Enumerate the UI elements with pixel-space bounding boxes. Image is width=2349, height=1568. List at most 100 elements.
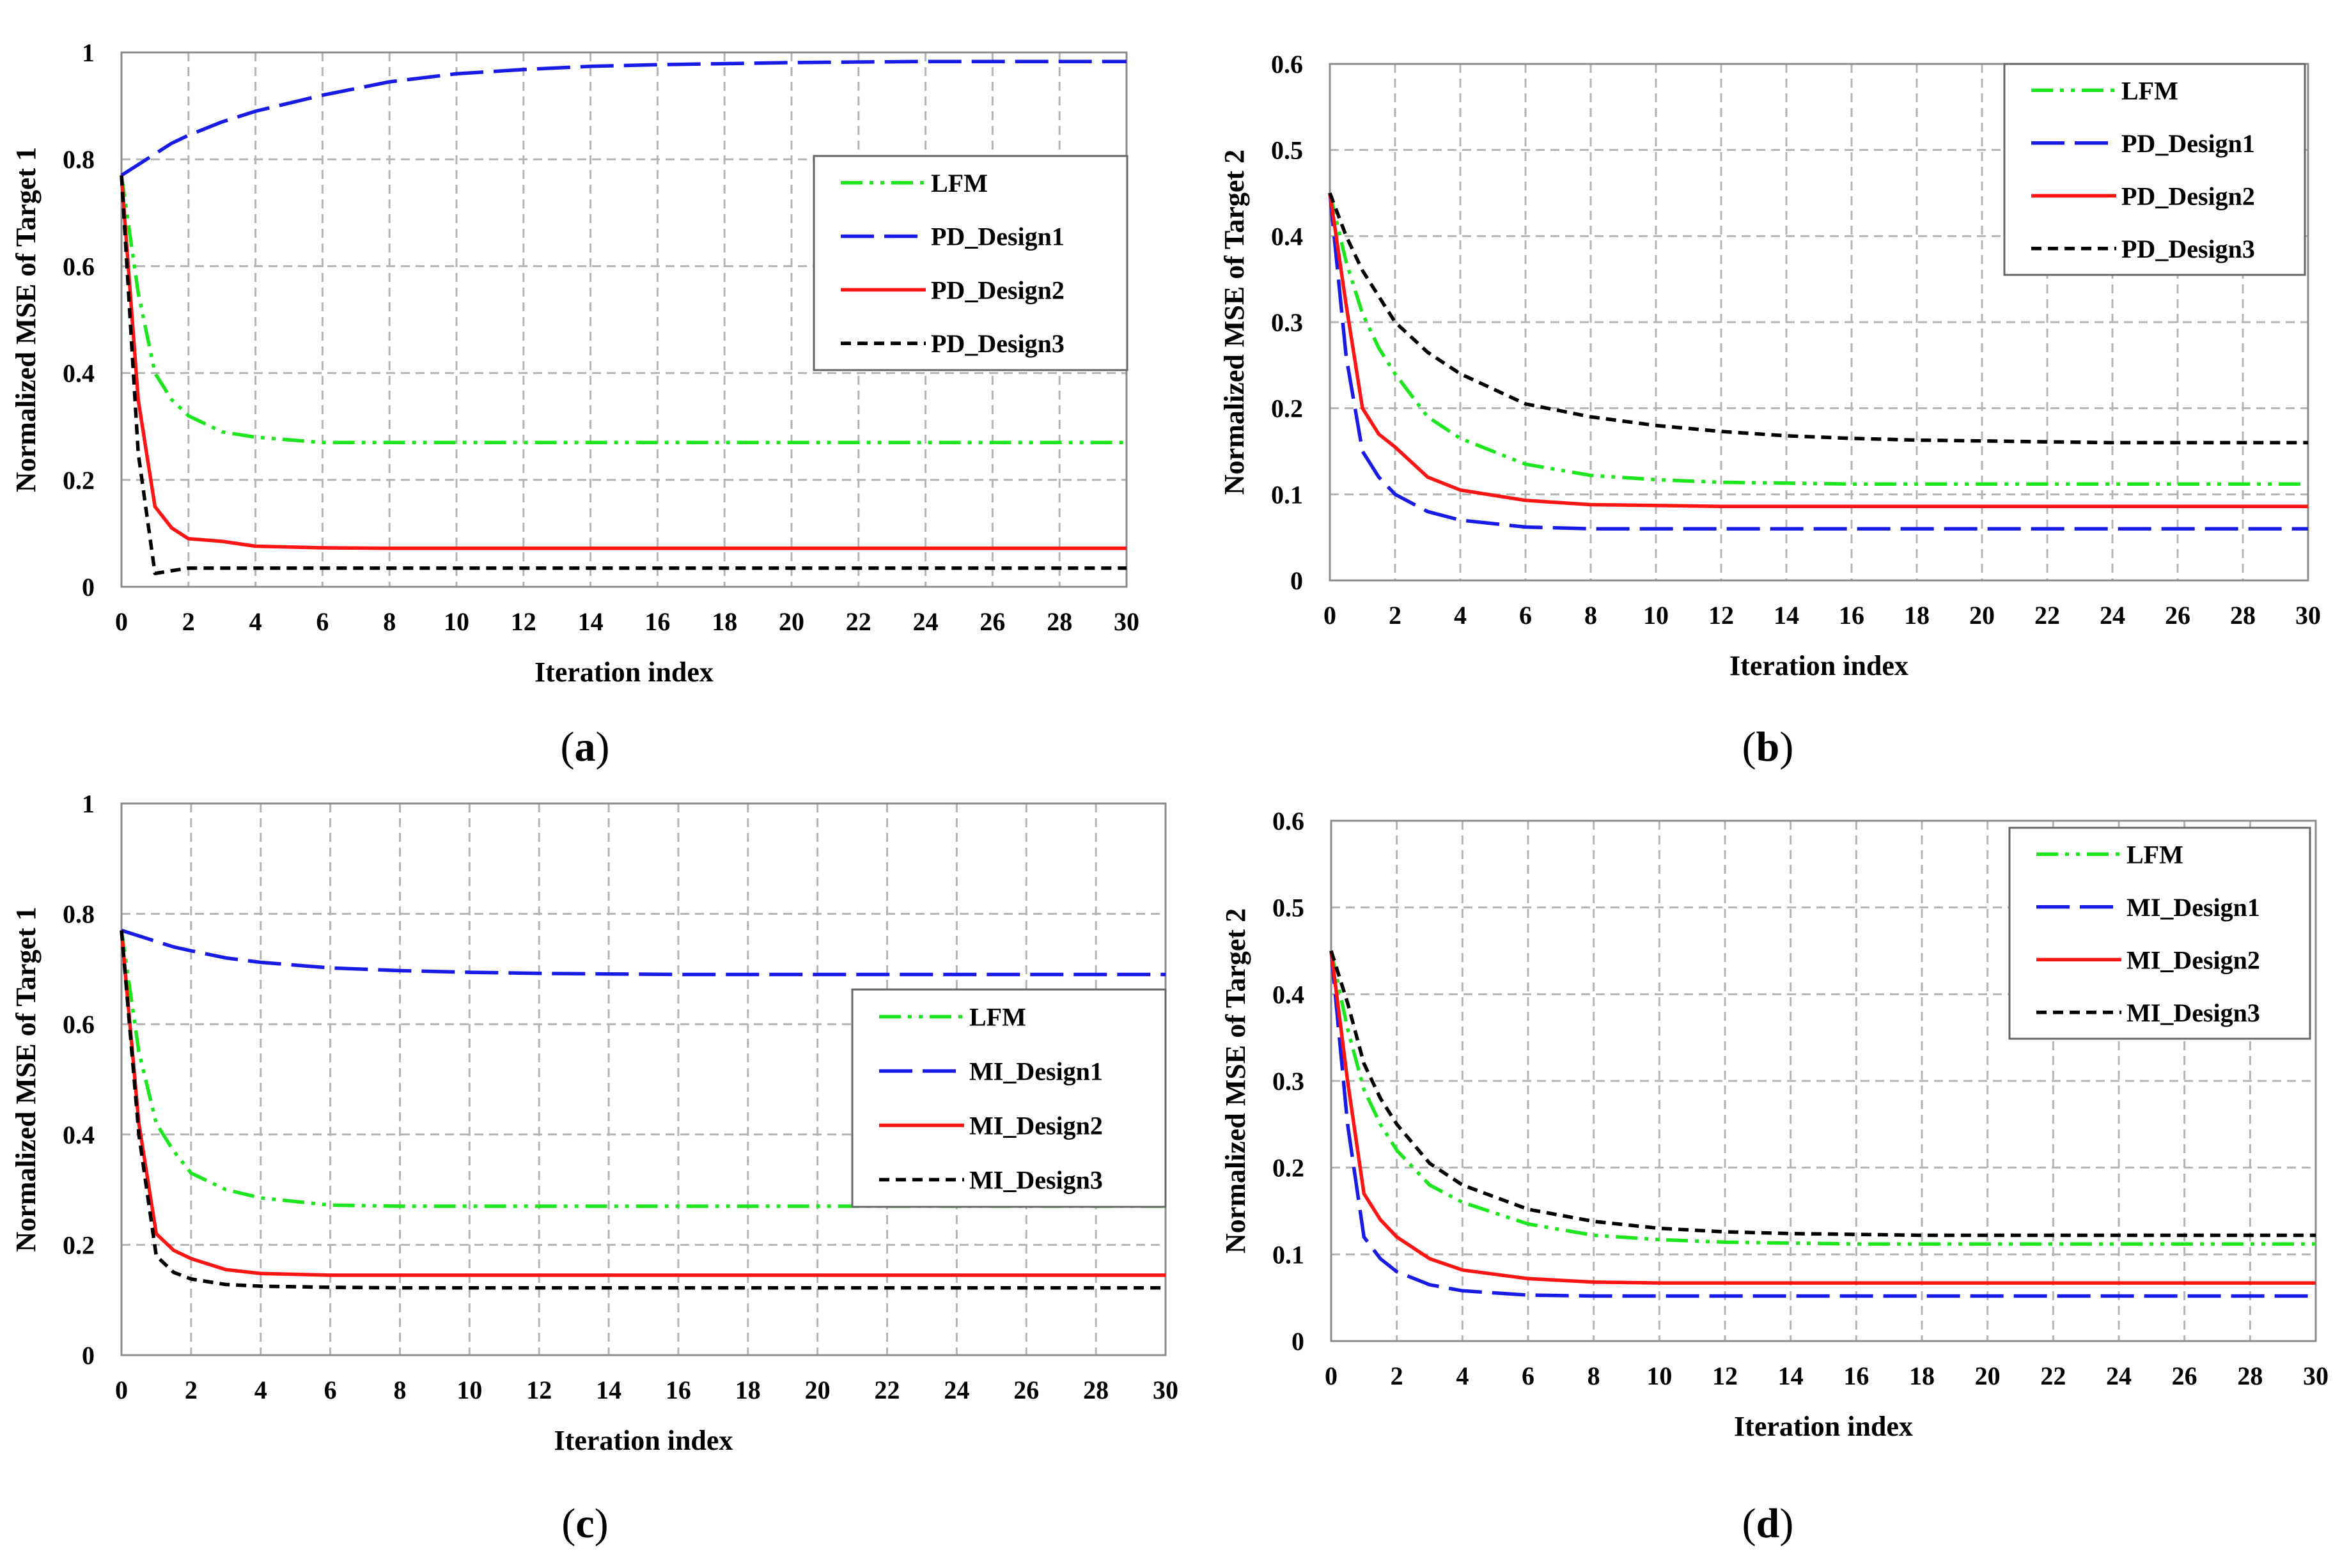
x-tick-label: 20 <box>779 607 804 636</box>
y-tick-label: 0 <box>1290 566 1303 595</box>
series-line-pd-design2 <box>120 175 1127 550</box>
x-axis-title: Iteration index <box>535 656 714 688</box>
panel-caption: (b) <box>1742 724 1794 770</box>
y-tick-label: 0.5 <box>1272 894 1304 922</box>
x-tick-label: 2 <box>182 607 195 636</box>
x-tick-label: 6 <box>316 607 329 636</box>
x-tick-label: 24 <box>2100 601 2125 630</box>
x-tick-label: 6 <box>324 1376 337 1404</box>
chart-d: 0 2 4 6 8 10 12 14 16 18 20 22 24 26 28 3000.10.20.30.4… <box>1220 807 2329 1547</box>
x-tick-label: 30 <box>2295 601 2321 630</box>
x-tick-label: 26 <box>979 607 1005 636</box>
x-tick-label: 24 <box>944 1376 969 1404</box>
x-tick-label: 2 <box>1389 601 1401 630</box>
x-tick-label: 8 <box>393 1376 406 1404</box>
y-tick-label: 0.4 <box>63 359 95 388</box>
x-tick-label: 0 <box>115 1376 128 1404</box>
x-tick-label: 10 <box>1643 601 1669 630</box>
x-tick-label: 24 <box>2106 1362 2132 1390</box>
x-tick-label: 22 <box>875 1376 900 1404</box>
x-tick-label: 26 <box>1013 1376 1039 1404</box>
y-tick-label: 0 <box>82 573 95 602</box>
y-tick-label: 0.4 <box>63 1121 95 1149</box>
x-tick-label: 14 <box>596 1376 621 1404</box>
legend-label: LFM <box>931 169 988 198</box>
legend: LFM MI_Design1 MI_Design2 MI_Design3 <box>851 988 1167 1208</box>
x-tick-label: 8 <box>383 607 396 636</box>
y-axis-title: Normalized MSE of Target 1 <box>10 906 42 1252</box>
x-tick-label: 10 <box>457 1376 482 1404</box>
panel-caption: (c) <box>561 1500 608 1547</box>
x-tick-label: 0 <box>1325 1362 1338 1390</box>
y-axis-title: Normalized MSE of Target 2 <box>1220 908 1251 1254</box>
chart-a: 0 2 4 6 8 10 12 14 16 18 20 22 24 26 28 3000.20.40.60.8… <box>10 38 1139 770</box>
x-tick-label: 16 <box>644 607 670 636</box>
x-tick-label: 26 <box>2172 1362 2197 1390</box>
series-line-mi-design1 <box>1329 951 2316 1298</box>
x-tick-label: 18 <box>1909 1362 1935 1390</box>
x-axis-title: Iteration index <box>554 1425 733 1456</box>
legend: LFM PD_Design1 PD_Design2 PD_Design3 <box>813 155 1128 371</box>
legend-label: PD_Design3 <box>931 329 1065 358</box>
legend-label: MI_Design2 <box>969 1112 1103 1140</box>
x-tick-label: 14 <box>578 607 604 636</box>
chart-b: 0 2 4 6 8 10 12 14 16 18 20 22 24 26 28 3000.10.20.30.4… <box>1219 50 2321 770</box>
legend: LFM MI_Design1 MI_Design2 MI_Design3 <box>2008 827 2311 1040</box>
x-tick-label: 6 <box>1522 1362 1534 1390</box>
x-tick-label: 12 <box>1712 1362 1738 1390</box>
legend-label: PD_Design2 <box>931 276 1065 304</box>
panel-caption: (d) <box>1742 1500 1794 1547</box>
y-tick-label: 0.2 <box>63 1230 95 1259</box>
x-tick-label: 30 <box>1153 1376 1178 1404</box>
series-line-mi-design2 <box>1329 951 2316 1285</box>
x-axis-title: Iteration index <box>1734 1411 1913 1442</box>
x-tick-label: 22 <box>2034 601 2060 630</box>
x-tick-label: 0 <box>1323 601 1336 630</box>
y-tick-label: 0.2 <box>1271 394 1303 423</box>
plot-frame <box>1329 63 2309 582</box>
series-line-lfm <box>120 175 1127 445</box>
x-tick-label: 16 <box>1839 601 1864 630</box>
x-tick-label: 28 <box>1083 1376 1109 1404</box>
legend-label: PD_Design2 <box>2121 182 2255 210</box>
y-tick-label: 0 <box>1292 1327 1304 1356</box>
legend-label: MI_Design3 <box>969 1166 1103 1195</box>
x-tick-label: 24 <box>913 607 939 636</box>
x-tick-label: 20 <box>1975 1362 2001 1390</box>
y-tick-label: 0.8 <box>63 145 95 174</box>
y-tick-label: 0.4 <box>1272 980 1304 1009</box>
legend-label: MI_Design1 <box>969 1057 1103 1086</box>
y-tick-label: 0.1 <box>1271 480 1303 509</box>
x-tick-label: 6 <box>1519 601 1532 630</box>
series-line-pd-design3 <box>120 175 1127 575</box>
x-tick-label: 4 <box>254 1376 267 1404</box>
y-tick-label: 0.8 <box>63 900 95 929</box>
y-tick-label: 0.3 <box>1272 1067 1304 1096</box>
series-line-mi-design2 <box>120 930 1166 1277</box>
x-tick-label: 16 <box>666 1376 691 1404</box>
legend-box <box>851 988 1167 1208</box>
y-tick-label: 0.1 <box>1272 1240 1304 1269</box>
legend-box <box>2003 63 2306 276</box>
x-tick-label: 18 <box>735 1376 761 1404</box>
x-tick-label: 8 <box>1584 601 1597 630</box>
legend-box <box>2008 827 2311 1040</box>
x-tick-label: 30 <box>2303 1362 2329 1390</box>
x-tick-label: 2 <box>185 1376 198 1404</box>
x-tick-label: 16 <box>1843 1362 1869 1390</box>
x-tick-label: 8 <box>1588 1362 1600 1390</box>
x-tick-label: 4 <box>1454 601 1467 630</box>
plot-frame <box>1330 819 2317 1342</box>
x-tick-label: 10 <box>444 607 469 636</box>
x-tick-label: 28 <box>1047 607 1072 636</box>
series-line-mi-design1 <box>121 928 1166 977</box>
legend-label: PD_Design3 <box>2121 235 2255 263</box>
legend-label: MI_Design1 <box>2127 893 2260 922</box>
y-tick-label: 0.6 <box>63 1010 95 1039</box>
legend-label: PD_Design1 <box>931 222 1065 251</box>
legend-label: PD_Design1 <box>2121 129 2255 158</box>
x-tick-label: 28 <box>2230 601 2256 630</box>
y-tick-label: 0 <box>82 1341 95 1370</box>
x-tick-label: 10 <box>1646 1362 1672 1390</box>
